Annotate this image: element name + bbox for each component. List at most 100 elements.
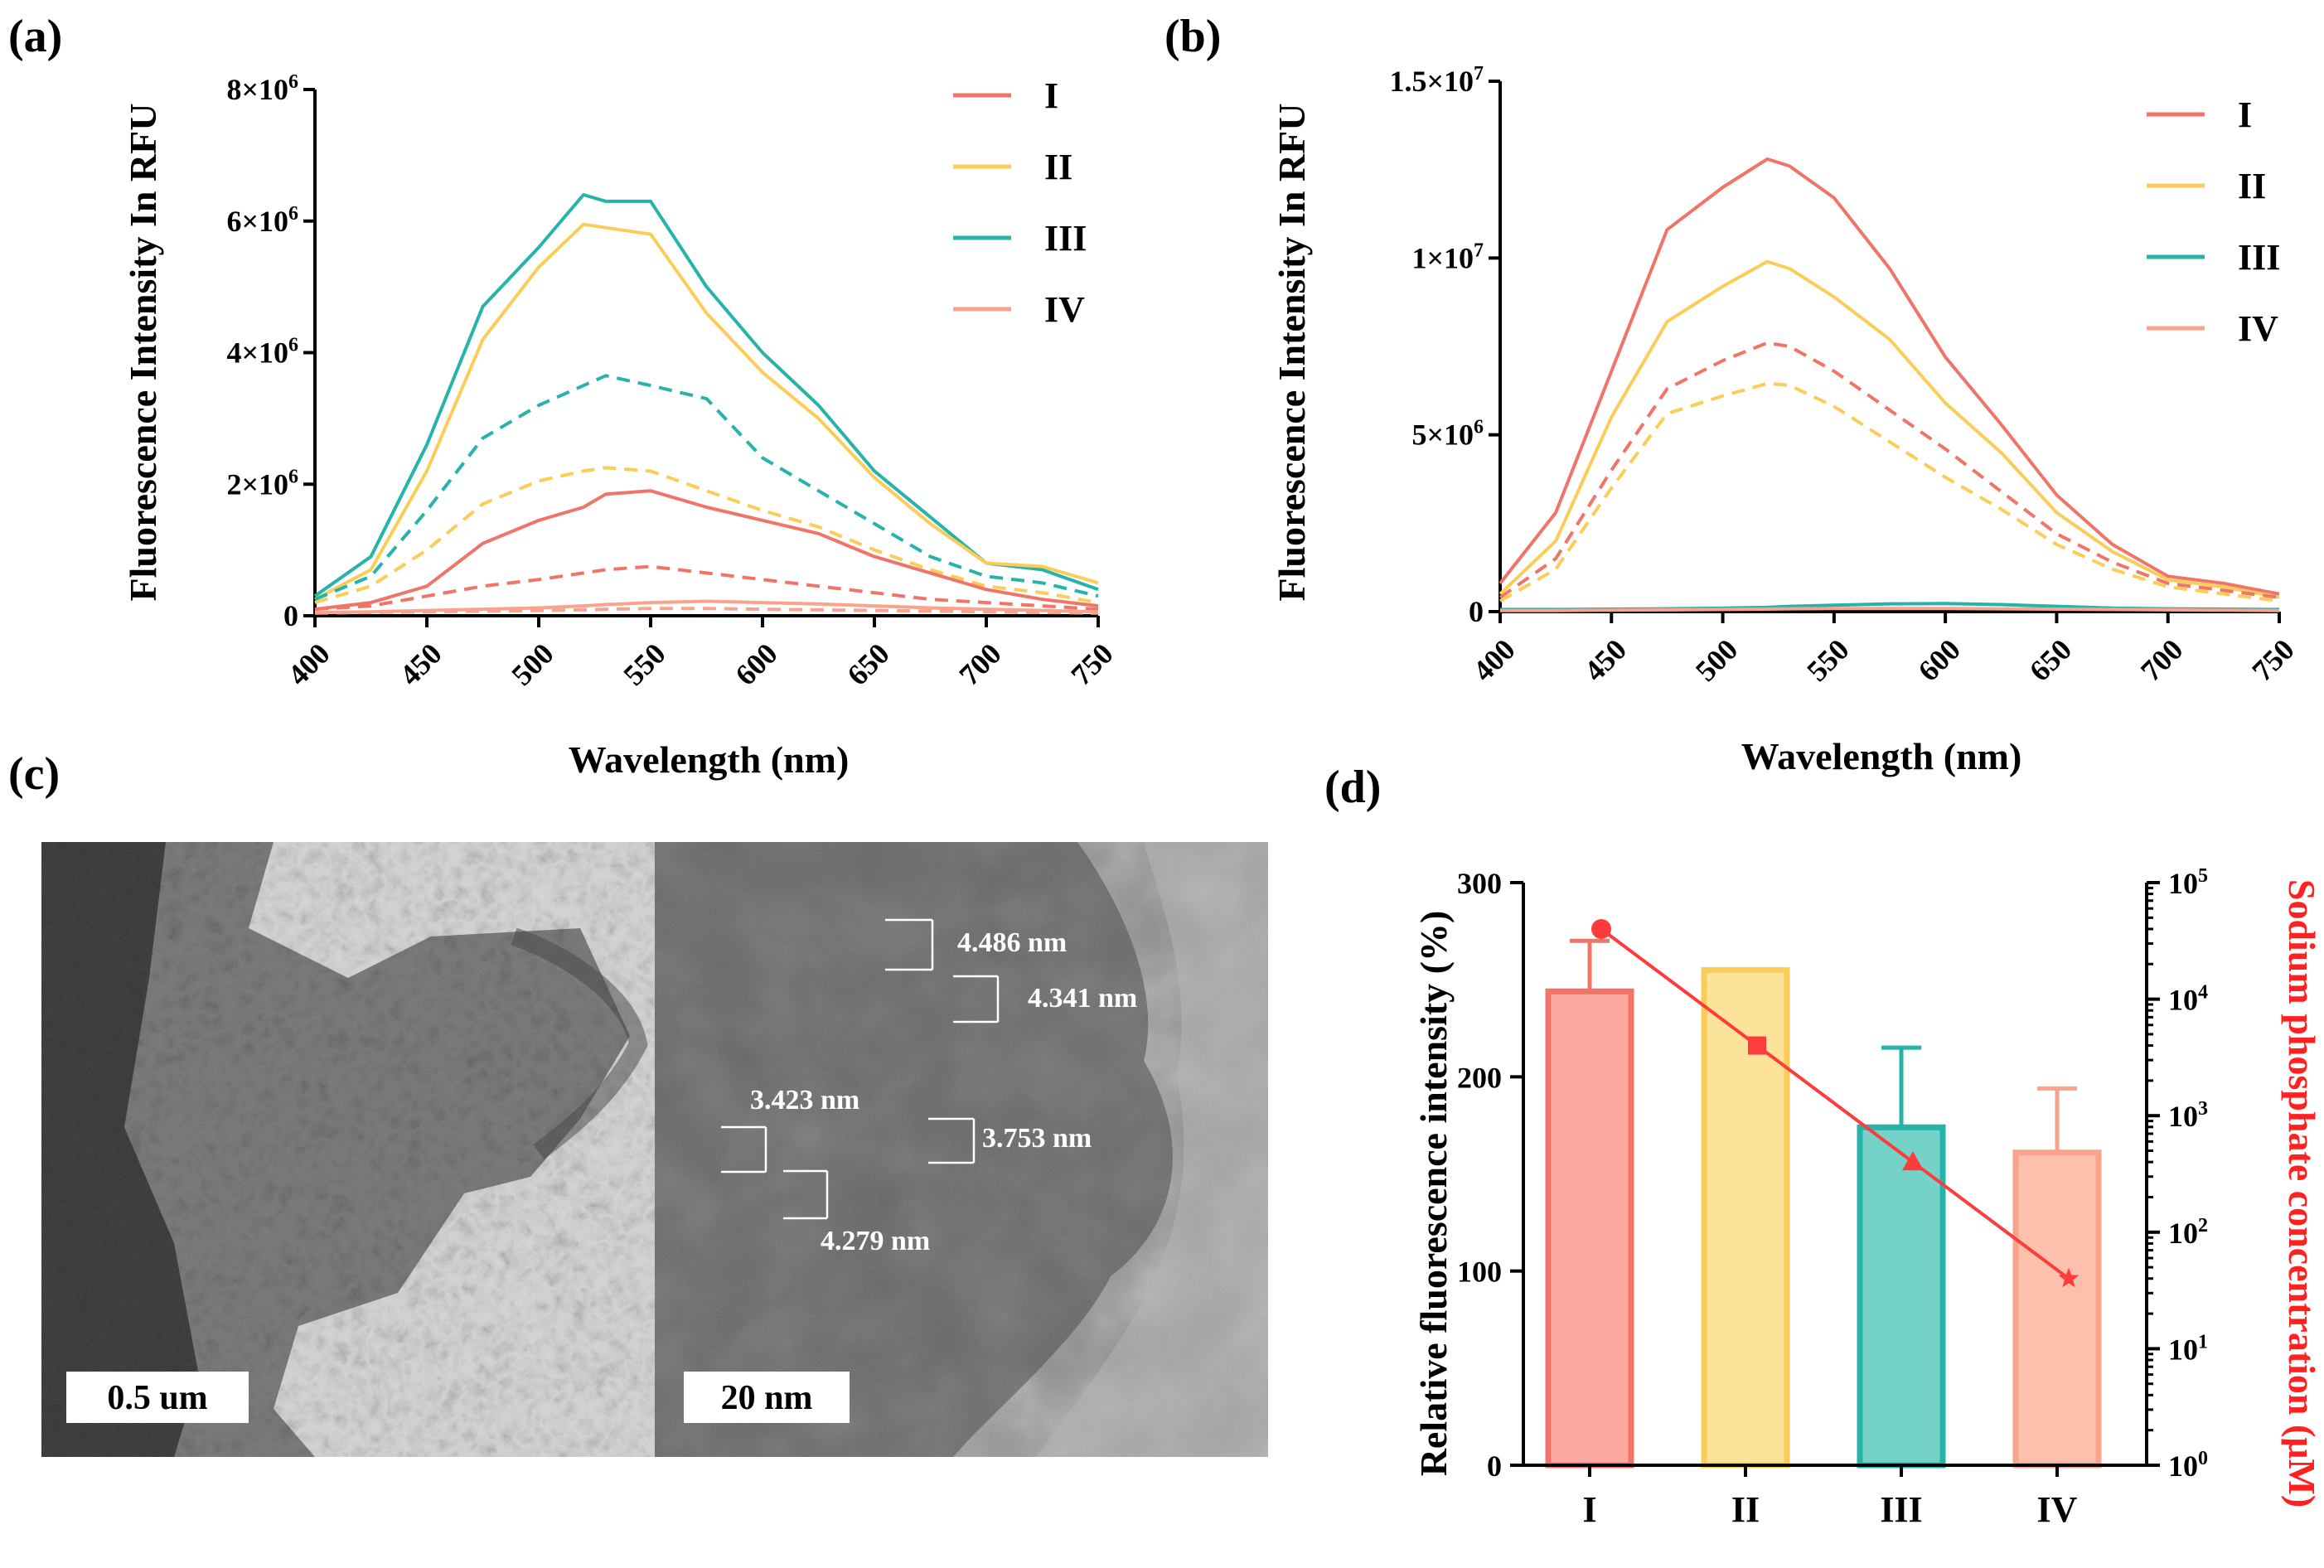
series-I-dashed	[314, 564, 1099, 612]
legend-label-I: I	[1044, 75, 1058, 116]
legend-label-I: I	[2238, 94, 2252, 135]
x-tick-label: 700	[952, 636, 1007, 691]
left-scale-box	[66, 1372, 249, 1423]
legend-label-III: III	[1044, 218, 1087, 259]
y2-tick-label: 105	[2168, 865, 2208, 900]
y-tick-label: 8×106	[226, 71, 298, 106]
chart-a: 400 450 500 550 600 650 700 750 0 2×106 4×106 6×106…	[122, 71, 1120, 781]
chart-b-series	[1498, 157, 2280, 612]
category-label-I: I	[1582, 1489, 1596, 1530]
marker-triangle	[1902, 1151, 1924, 1171]
y-tick-label: 2×106	[226, 466, 298, 501]
y-tick-label: 0	[283, 599, 298, 632]
y-tick-label: 0	[1487, 1449, 1502, 1483]
measurement-2: 4.341 nm	[1028, 983, 1137, 1014]
y2-tick-label: 101	[2168, 1331, 2208, 1366]
panel-label-c: (c)	[8, 748, 60, 800]
y-tick-label: 0	[1469, 595, 1484, 628]
y-tick-label: 6×106	[226, 203, 298, 238]
x-tick-label: 700	[2134, 632, 2189, 687]
x-tick-label: 750	[2245, 632, 2300, 687]
x-tick-label: 500	[505, 636, 559, 691]
series-III-dashed	[314, 374, 1099, 602]
bar-IV	[2012, 1149, 2102, 1469]
series-II-dashed	[314, 466, 1099, 605]
bar-II	[1701, 966, 1790, 1469]
y2-tick-label: 100	[2168, 1448, 2208, 1483]
chart-d-concentration-line	[1591, 918, 2079, 1288]
y2-tick-label: 102	[2168, 1215, 2208, 1250]
y-tick-label: 200	[1457, 1061, 1502, 1094]
panel-label-d: (d)	[1324, 762, 1381, 813]
x-tick-label: 600	[729, 636, 783, 691]
series-IV-dashed	[314, 607, 1099, 615]
marker-circle	[1591, 918, 1611, 939]
panel-label-b: (b)	[1164, 11, 1221, 62]
y-tick-label: 1×107	[1411, 240, 1484, 274]
chart-d-ylabel: Relative fluorescence intensity (%)	[1412, 911, 1455, 1477]
chart-a-ylabel: Fluorescence Intensity In RFU	[122, 104, 164, 602]
bar-III	[1857, 1124, 1946, 1469]
panel-label-a: (a)	[8, 11, 62, 62]
chart-d-y2label: Sodium phosphate concentration (μM)	[2281, 879, 2323, 1508]
chart-a-axes: 400 450 500 550 600 650 700 750 0 2×106 4×106 6×106…	[226, 71, 1119, 692]
series-I-dashed	[1498, 341, 2280, 599]
chart-b-axes: 400 450 500 550 600 650 700 750 0 5×106 1×107 1.5×1…	[1389, 63, 2300, 688]
y2-tick-label: 103	[2168, 1098, 2208, 1133]
y-tick-label: 100	[1457, 1256, 1502, 1289]
measurement-1: 4.486 nm	[957, 927, 1067, 958]
measurement-3: 3.423 nm	[750, 1085, 859, 1116]
x-tick-label: 550	[617, 636, 671, 691]
tem-left-image	[41, 842, 655, 1457]
category-label-II: II	[1731, 1489, 1760, 1530]
x-tick-label: 400	[281, 636, 336, 691]
left-scale-label: 0.5 um	[107, 1379, 207, 1417]
marker-star	[2058, 1267, 2079, 1288]
x-tick-label: 550	[1800, 632, 1855, 687]
legend-label-II: II	[2238, 166, 2266, 206]
tem-right-image	[655, 842, 1268, 1457]
series-IV-solid	[1500, 607, 2280, 612]
y-tick-label: 5×106	[1411, 417, 1484, 452]
y-tick-label: 4×106	[226, 335, 298, 370]
legend-label-IV: IV	[1044, 289, 1085, 330]
legend-label-III: III	[2238, 237, 2280, 278]
chart-d-bars	[1545, 938, 2102, 1469]
series-I-solid	[314, 489, 1099, 612]
category-label-III: III	[1880, 1489, 1922, 1530]
x-tick-label: 400	[1466, 632, 1521, 687]
marker-square	[1748, 1036, 1766, 1055]
measurement-4: 3.753 nm	[982, 1123, 1092, 1154]
category-label-IV: IV	[2037, 1489, 2078, 1530]
series-III-solid	[313, 193, 1099, 598]
chart-a-xlabel: Wavelength (nm)	[569, 738, 850, 781]
x-tick-label: 450	[393, 636, 448, 691]
legend-label-II: II	[1044, 147, 1072, 187]
fringe-markers	[721, 918, 1000, 1220]
y-tick-label: 300	[1457, 867, 1502, 900]
bar-I	[1545, 988, 1634, 1469]
series-I-solid	[1498, 157, 2280, 596]
right-scale-box	[684, 1372, 850, 1423]
series-II-dashed	[1499, 381, 2280, 603]
x-tick-label: 500	[1689, 632, 1744, 687]
x-tick-label: 650	[2023, 632, 2078, 687]
y-tick-label: 1.5×107	[1389, 63, 1484, 98]
y2-tick-label: 104	[2168, 982, 2208, 1017]
chart-b-ylabel: Fluorescence Intensity In RFU	[1271, 104, 1313, 602]
measurement-5: 4.279 nm	[821, 1226, 930, 1256]
series-II-solid	[314, 222, 1099, 601]
x-tick-label: 750	[1064, 636, 1119, 691]
x-tick-label: 650	[840, 636, 895, 691]
chart-b: 400 450 500 550 600 650 700 750 0 5×106 1×107 1.5×1…	[1271, 63, 2301, 777]
series-II-solid	[1498, 259, 2280, 599]
legend-label-IV: IV	[2238, 308, 2278, 349]
x-tick-label: 450	[1578, 632, 1633, 687]
chart-a-series	[313, 193, 1099, 615]
right-scale-label: 20 nm	[721, 1379, 813, 1417]
x-tick-label: 600	[1911, 632, 1966, 687]
